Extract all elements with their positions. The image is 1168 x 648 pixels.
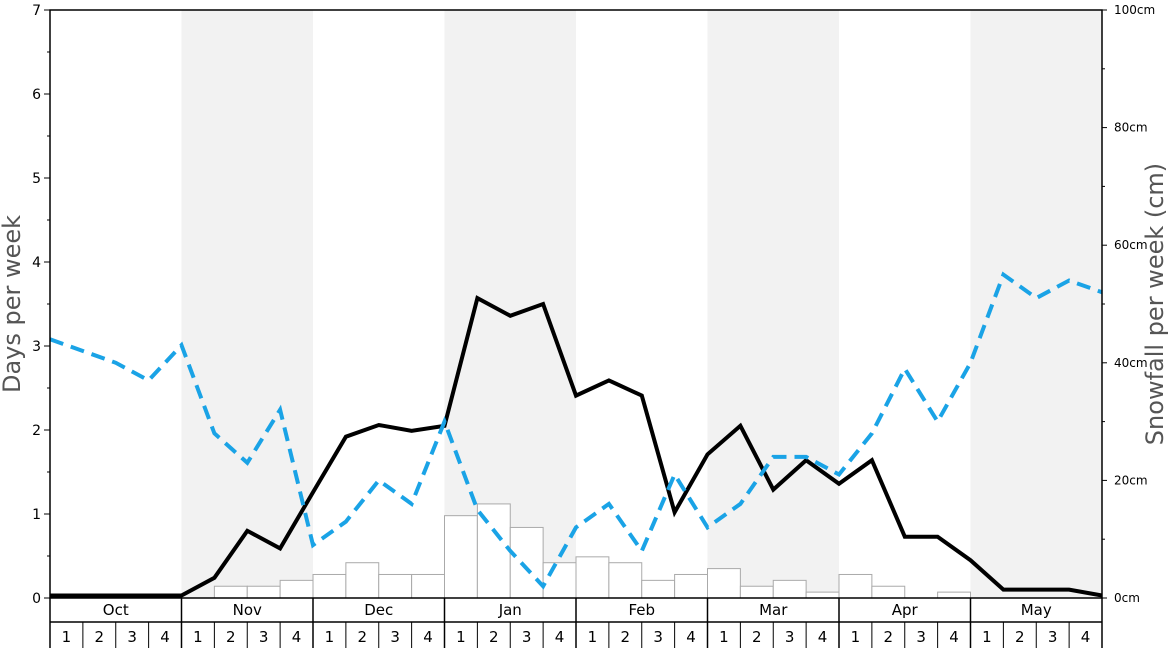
left-axis: 0 1 2 3 4 5 6 7: [32, 3, 50, 607]
week-label: 4: [818, 628, 828, 646]
snowfall-bar: [838, 573, 873, 599]
week-label: 4: [423, 628, 433, 646]
snowfall-bar: [674, 573, 708, 599]
solid-series-line: [50, 295, 1103, 598]
week-label: 2: [884, 628, 894, 646]
right-tick-label: 20cm: [1114, 473, 1148, 487]
snowfall-bar: [707, 568, 741, 599]
x-axis: Oct 1 2 3 4 Nov 1 2 3 4 Dec 1 2 3 4 Jan 1 2 3 4 Feb 1 2 3 4 Mar 1 2…: [49, 598, 1103, 648]
week-label: 3: [522, 628, 532, 646]
week-label: 2: [621, 628, 631, 646]
week-label: 1: [193, 628, 203, 646]
snowfall-bar: [871, 585, 906, 599]
snowfall-bar: [213, 585, 248, 599]
week-label: 4: [160, 628, 170, 646]
week-label: 1: [851, 628, 861, 646]
week-label: 2: [752, 628, 762, 646]
left-tick-label: 2: [32, 423, 41, 439]
right-axis: 0cm 20cm 40cm 60cm 80cm 100cm: [1102, 3, 1155, 605]
snowfall-bar: [575, 556, 610, 599]
left-tick-label: 7: [32, 3, 41, 19]
left-tick-label: 1: [32, 507, 41, 523]
month-label: Mar: [759, 601, 788, 619]
month-shading: [181, 10, 1102, 598]
week-label: 2: [1015, 628, 1025, 646]
snowfall-bar: [411, 573, 445, 599]
week-label: 1: [588, 628, 598, 646]
data-lines: [49, 271, 1103, 598]
week-label: 2: [358, 628, 368, 646]
month-label: Dec: [364, 601, 393, 619]
snowfall-bar: [345, 562, 380, 599]
week-label: 3: [653, 628, 663, 646]
week-label: 4: [1081, 628, 1091, 646]
month-shade-nov: [181, 10, 313, 598]
month-label: Jan: [498, 601, 522, 619]
month-shade-jan: [444, 10, 576, 598]
snowfall-bar: [772, 579, 807, 599]
month-label: Oct: [103, 601, 129, 619]
week-label: 1: [982, 628, 992, 646]
week-label: 2: [226, 628, 236, 646]
left-tick-label: 4: [32, 255, 41, 271]
week-label: 4: [949, 628, 959, 646]
month-label: May: [1021, 601, 1052, 619]
month-label: Nov: [233, 601, 262, 619]
snowfall-bar: [246, 585, 281, 599]
week-label: 3: [390, 628, 400, 646]
right-tick-label: 0cm: [1114, 591, 1140, 605]
snowfall-bar: [739, 585, 774, 599]
snowfall-bar: [542, 562, 577, 599]
right-tick-label: 40cm: [1114, 356, 1148, 370]
right-axis-title: Snowfall per week (cm): [1141, 163, 1168, 445]
left-axis-title: Days per week: [0, 215, 26, 393]
week-label: 3: [259, 628, 269, 646]
right-tick-label: 100cm: [1114, 3, 1155, 17]
snowfall-bar: [279, 579, 314, 599]
month-label: Apr: [892, 601, 919, 619]
week-label: 4: [555, 628, 565, 646]
month-label: Feb: [628, 601, 655, 619]
week-label: 3: [1048, 628, 1058, 646]
snowfall-bar: [937, 591, 971, 599]
week-label: 2: [95, 628, 105, 646]
snowfall-bars: [213, 503, 971, 599]
left-tick-label: 0: [32, 591, 41, 607]
snowfall-bar: [805, 591, 840, 599]
week-label: 4: [292, 628, 302, 646]
week-label: 4: [686, 628, 696, 646]
snowfall-bar: [312, 573, 347, 599]
month-shade-may: [970, 10, 1102, 598]
month-shade-mar: [707, 10, 839, 598]
snowfall-bar: [509, 526, 544, 599]
left-tick-label: 3: [32, 339, 41, 355]
right-tick-label: 60cm: [1114, 238, 1148, 252]
left-tick-label: 5: [32, 171, 41, 187]
snowfall-bar: [608, 562, 643, 599]
week-label: 3: [785, 628, 795, 646]
week-label: 3: [916, 628, 926, 646]
snowfall-bar: [444, 515, 478, 599]
right-tick-label: 80cm: [1114, 121, 1148, 135]
week-label: 1: [719, 628, 729, 646]
week-label: 3: [127, 628, 137, 646]
week-label: 1: [62, 628, 72, 646]
left-tick-label: 6: [32, 87, 41, 103]
week-label: 1: [456, 628, 466, 646]
snowfall-bar: [378, 573, 413, 599]
dashed-series-line: [49, 271, 1103, 590]
week-label: 1: [325, 628, 335, 646]
snowfall-bar: [641, 579, 676, 599]
week-label: 2: [489, 628, 499, 646]
